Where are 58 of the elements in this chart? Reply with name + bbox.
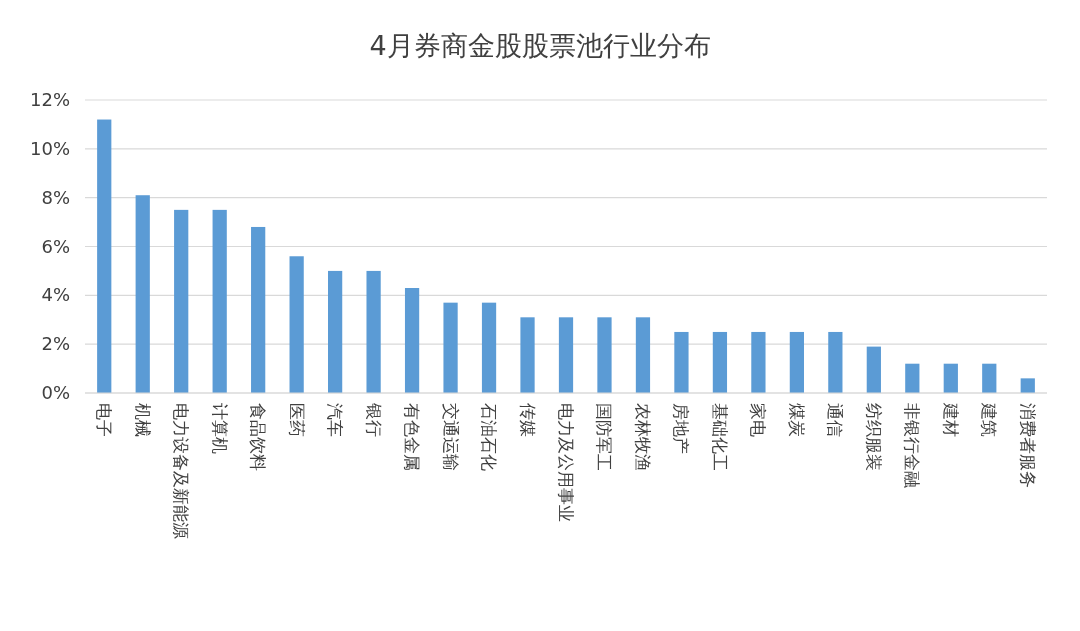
bar — [558, 317, 574, 393]
x-tick-label: 煤炭 — [786, 403, 807, 437]
y-tick-label: 4% — [41, 284, 70, 306]
x-tick-label: 通信 — [825, 403, 846, 437]
y-tick-label: 8% — [41, 186, 70, 208]
x-tick-label: 建筑 — [979, 402, 1000, 437]
bar — [174, 209, 189, 393]
y-tick-label: 6% — [41, 235, 70, 257]
x-tick-label: 非银行金融 — [902, 403, 923, 488]
x-tick-label: 机械 — [132, 403, 153, 437]
x-tick-label: 农林牧渔 — [632, 403, 653, 471]
x-tick-label: 银行 — [363, 402, 384, 437]
bar — [520, 317, 535, 393]
bar — [828, 331, 843, 393]
x-tick-label: 电力及公用事业 — [556, 403, 576, 522]
bar — [404, 288, 420, 393]
x-tick-label: 消费者服务 — [1017, 403, 1038, 488]
x-tick-label: 建材 — [940, 402, 961, 437]
x-tick-label: 电子 — [94, 403, 115, 437]
bar — [443, 302, 458, 393]
x-tick-label: 家电 — [748, 403, 769, 437]
y-tick-label: 2% — [41, 333, 70, 355]
x-tick-label: 汽车 — [325, 403, 346, 437]
x-tick-label: 国防军工 — [594, 403, 615, 471]
bar — [97, 119, 112, 393]
bar — [328, 270, 343, 393]
x-tick-label: 有色金属 — [402, 403, 423, 471]
bar — [135, 195, 150, 393]
x-tick-label: 传媒 — [517, 403, 538, 437]
y-tick-label: 0% — [41, 382, 70, 403]
chart-title: 4月券商金股股票池行业分布 — [369, 30, 711, 61]
x-tick-label: 基础化工 — [709, 403, 730, 471]
x-tick-label: 计算机 — [209, 403, 230, 454]
bar — [982, 363, 997, 393]
bar — [289, 256, 304, 393]
x-tick-label: 纺织服装 — [863, 403, 884, 471]
bar — [366, 270, 381, 393]
bar — [943, 363, 958, 393]
x-tick-label: 食品饮料 — [248, 403, 269, 471]
bar — [866, 346, 881, 393]
x-tick-label: 石油石化 — [479, 403, 500, 471]
y-tick-label: 12% — [29, 89, 70, 110]
bar — [712, 331, 728, 393]
x-tick-label: 交通运输 — [440, 403, 461, 471]
bar — [751, 331, 766, 393]
x-tick-label: 房地产 — [671, 403, 692, 454]
y-tick-label: 10% — [29, 137, 70, 159]
bar — [481, 302, 497, 393]
bar — [1020, 378, 1035, 393]
bar — [789, 331, 804, 393]
x-tick-label: 电力设备及新能源 — [171, 403, 192, 539]
x-tick-label: 医药 — [286, 403, 307, 437]
bar — [597, 317, 612, 393]
bar — [251, 226, 266, 393]
bar — [635, 317, 651, 393]
bar — [212, 209, 227, 393]
bar — [674, 331, 689, 393]
bar — [905, 363, 920, 393]
